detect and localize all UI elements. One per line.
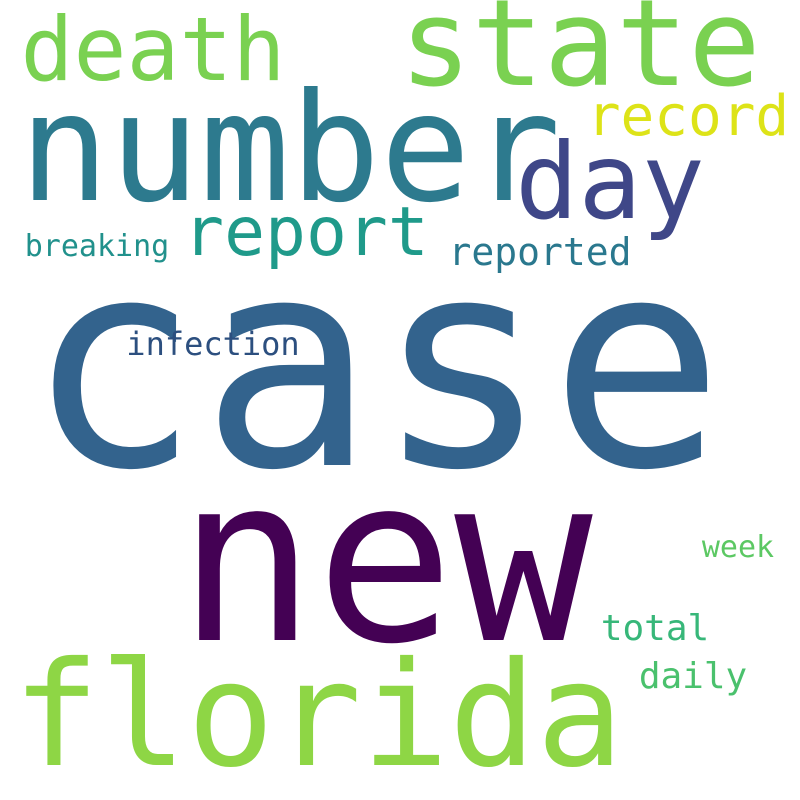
- word-florida: florida: [12, 631, 623, 800]
- word-total: total: [601, 608, 709, 649]
- word-daily: daily: [639, 656, 747, 697]
- word-week: week: [702, 530, 774, 565]
- word-number: number: [19, 62, 561, 236]
- word-state: state: [399, 0, 760, 114]
- word-reported: reported: [448, 230, 631, 274]
- word-record: record: [587, 84, 789, 149]
- word-new: new: [177, 428, 593, 695]
- word-breaking: breaking: [25, 229, 170, 264]
- word-infection: infection: [126, 325, 299, 363]
- word-case: case: [26, 197, 724, 534]
- word-report: report: [183, 193, 429, 272]
- word-day: day: [515, 121, 705, 243]
- word-death: death: [21, 0, 286, 101]
